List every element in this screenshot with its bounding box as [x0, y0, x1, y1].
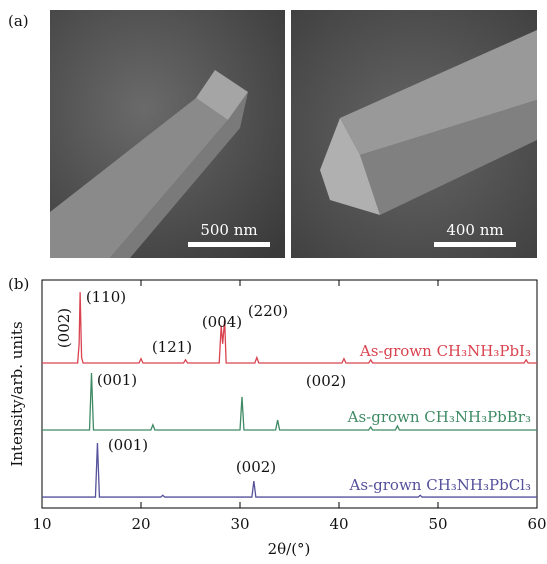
x-tick-label: 10 — [32, 515, 51, 533]
peak-label: (002) — [306, 372, 346, 390]
data-line — [42, 292, 537, 364]
x-tick-label: 20 — [131, 515, 150, 533]
panel-label: (a) — [8, 12, 29, 30]
x-tick-label: 30 — [230, 515, 249, 533]
series-label: As-grown CH₃NH₃PbI₃ — [359, 342, 531, 360]
sem-image-right: 400 nm — [291, 10, 537, 258]
peak-label: (002) — [55, 308, 73, 348]
y-axis-label: Intensity/arb. units — [8, 321, 26, 466]
series-label: As-grown CH₃NH₃PbCl₃ — [349, 476, 531, 494]
panel-label: (b) — [8, 275, 29, 293]
scale-bar-label: 400 nm — [446, 221, 503, 239]
data-line — [42, 373, 537, 431]
data-line — [42, 442, 537, 498]
peak-label: (110) — [86, 288, 126, 306]
peak-label: (001) — [108, 436, 148, 454]
x-tick-label: 40 — [329, 515, 348, 533]
plot-frame — [41, 279, 538, 509]
scale-bar-label: 500 nm — [200, 221, 257, 239]
peak-label: (004) — [202, 313, 242, 331]
sem-image-left: 500 nm — [50, 10, 285, 258]
peak-label: (002) — [236, 458, 276, 476]
peak-label: (121) — [152, 338, 192, 356]
x-axis-label: 2θ/(°) — [268, 540, 311, 558]
peak-label: (001) — [97, 371, 137, 389]
series-label: As-grown CH₃NH₃PbBr₃ — [347, 408, 531, 426]
peak-label: (220) — [248, 302, 288, 320]
x-tick-label: 50 — [428, 515, 447, 533]
x-tick-label: 60 — [527, 515, 546, 533]
